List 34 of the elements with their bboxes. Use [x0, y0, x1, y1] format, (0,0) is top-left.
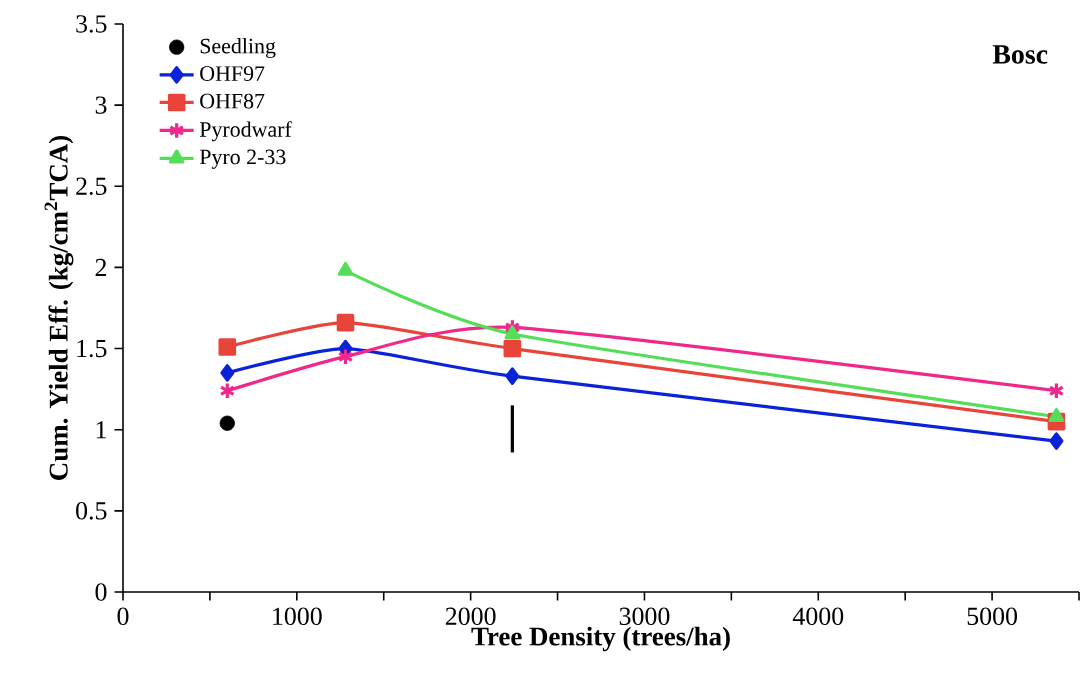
x-tick-label: 5000 — [967, 607, 1018, 626]
point — [219, 381, 236, 400]
point — [1048, 381, 1065, 400]
point — [1049, 432, 1064, 450]
y-tick-label: 2 — [95, 258, 107, 276]
x-tick-label: 0 — [117, 607, 129, 626]
x-tick-label: 3000 — [619, 607, 670, 626]
point — [220, 364, 235, 382]
x-tick-label: 1000 — [273, 607, 322, 626]
y-tick-label: 1 — [96, 421, 106, 439]
y-tick-label: 3 — [95, 96, 107, 114]
y-tick-label: 0 — [95, 583, 107, 601]
point — [337, 347, 354, 366]
annotation: Bosc — [992, 45, 1048, 64]
y-tick-label: 1.5 — [77, 339, 107, 358]
legend-label: Pyro 2-33 — [199, 149, 286, 169]
point — [504, 325, 521, 340]
y-tick-label: 2.5 — [76, 177, 107, 196]
y-tick-label: 0.5 — [76, 502, 107, 520]
point — [505, 367, 520, 385]
point — [337, 261, 354, 276]
legend-label: OHF87 — [200, 93, 265, 109]
y-tick-label: 3.5 — [76, 15, 107, 33]
point — [503, 339, 522, 358]
x-tick-label: 2000 — [445, 607, 496, 626]
point — [336, 313, 355, 332]
point — [218, 338, 237, 356]
point — [219, 415, 235, 431]
x-tick-label: 4000 — [792, 607, 844, 626]
x-axis-title: Tree Density (trees/ha) — [471, 626, 730, 652]
legend-label: Pyrodwarf — [199, 121, 292, 142]
legend-label: OHF97 — [200, 66, 265, 81]
legend-label: Seedling — [200, 38, 276, 58]
y-axis-title: Cum. Yield Eff. (kg/cm$^{2}$TCA) — [44, 135, 74, 480]
